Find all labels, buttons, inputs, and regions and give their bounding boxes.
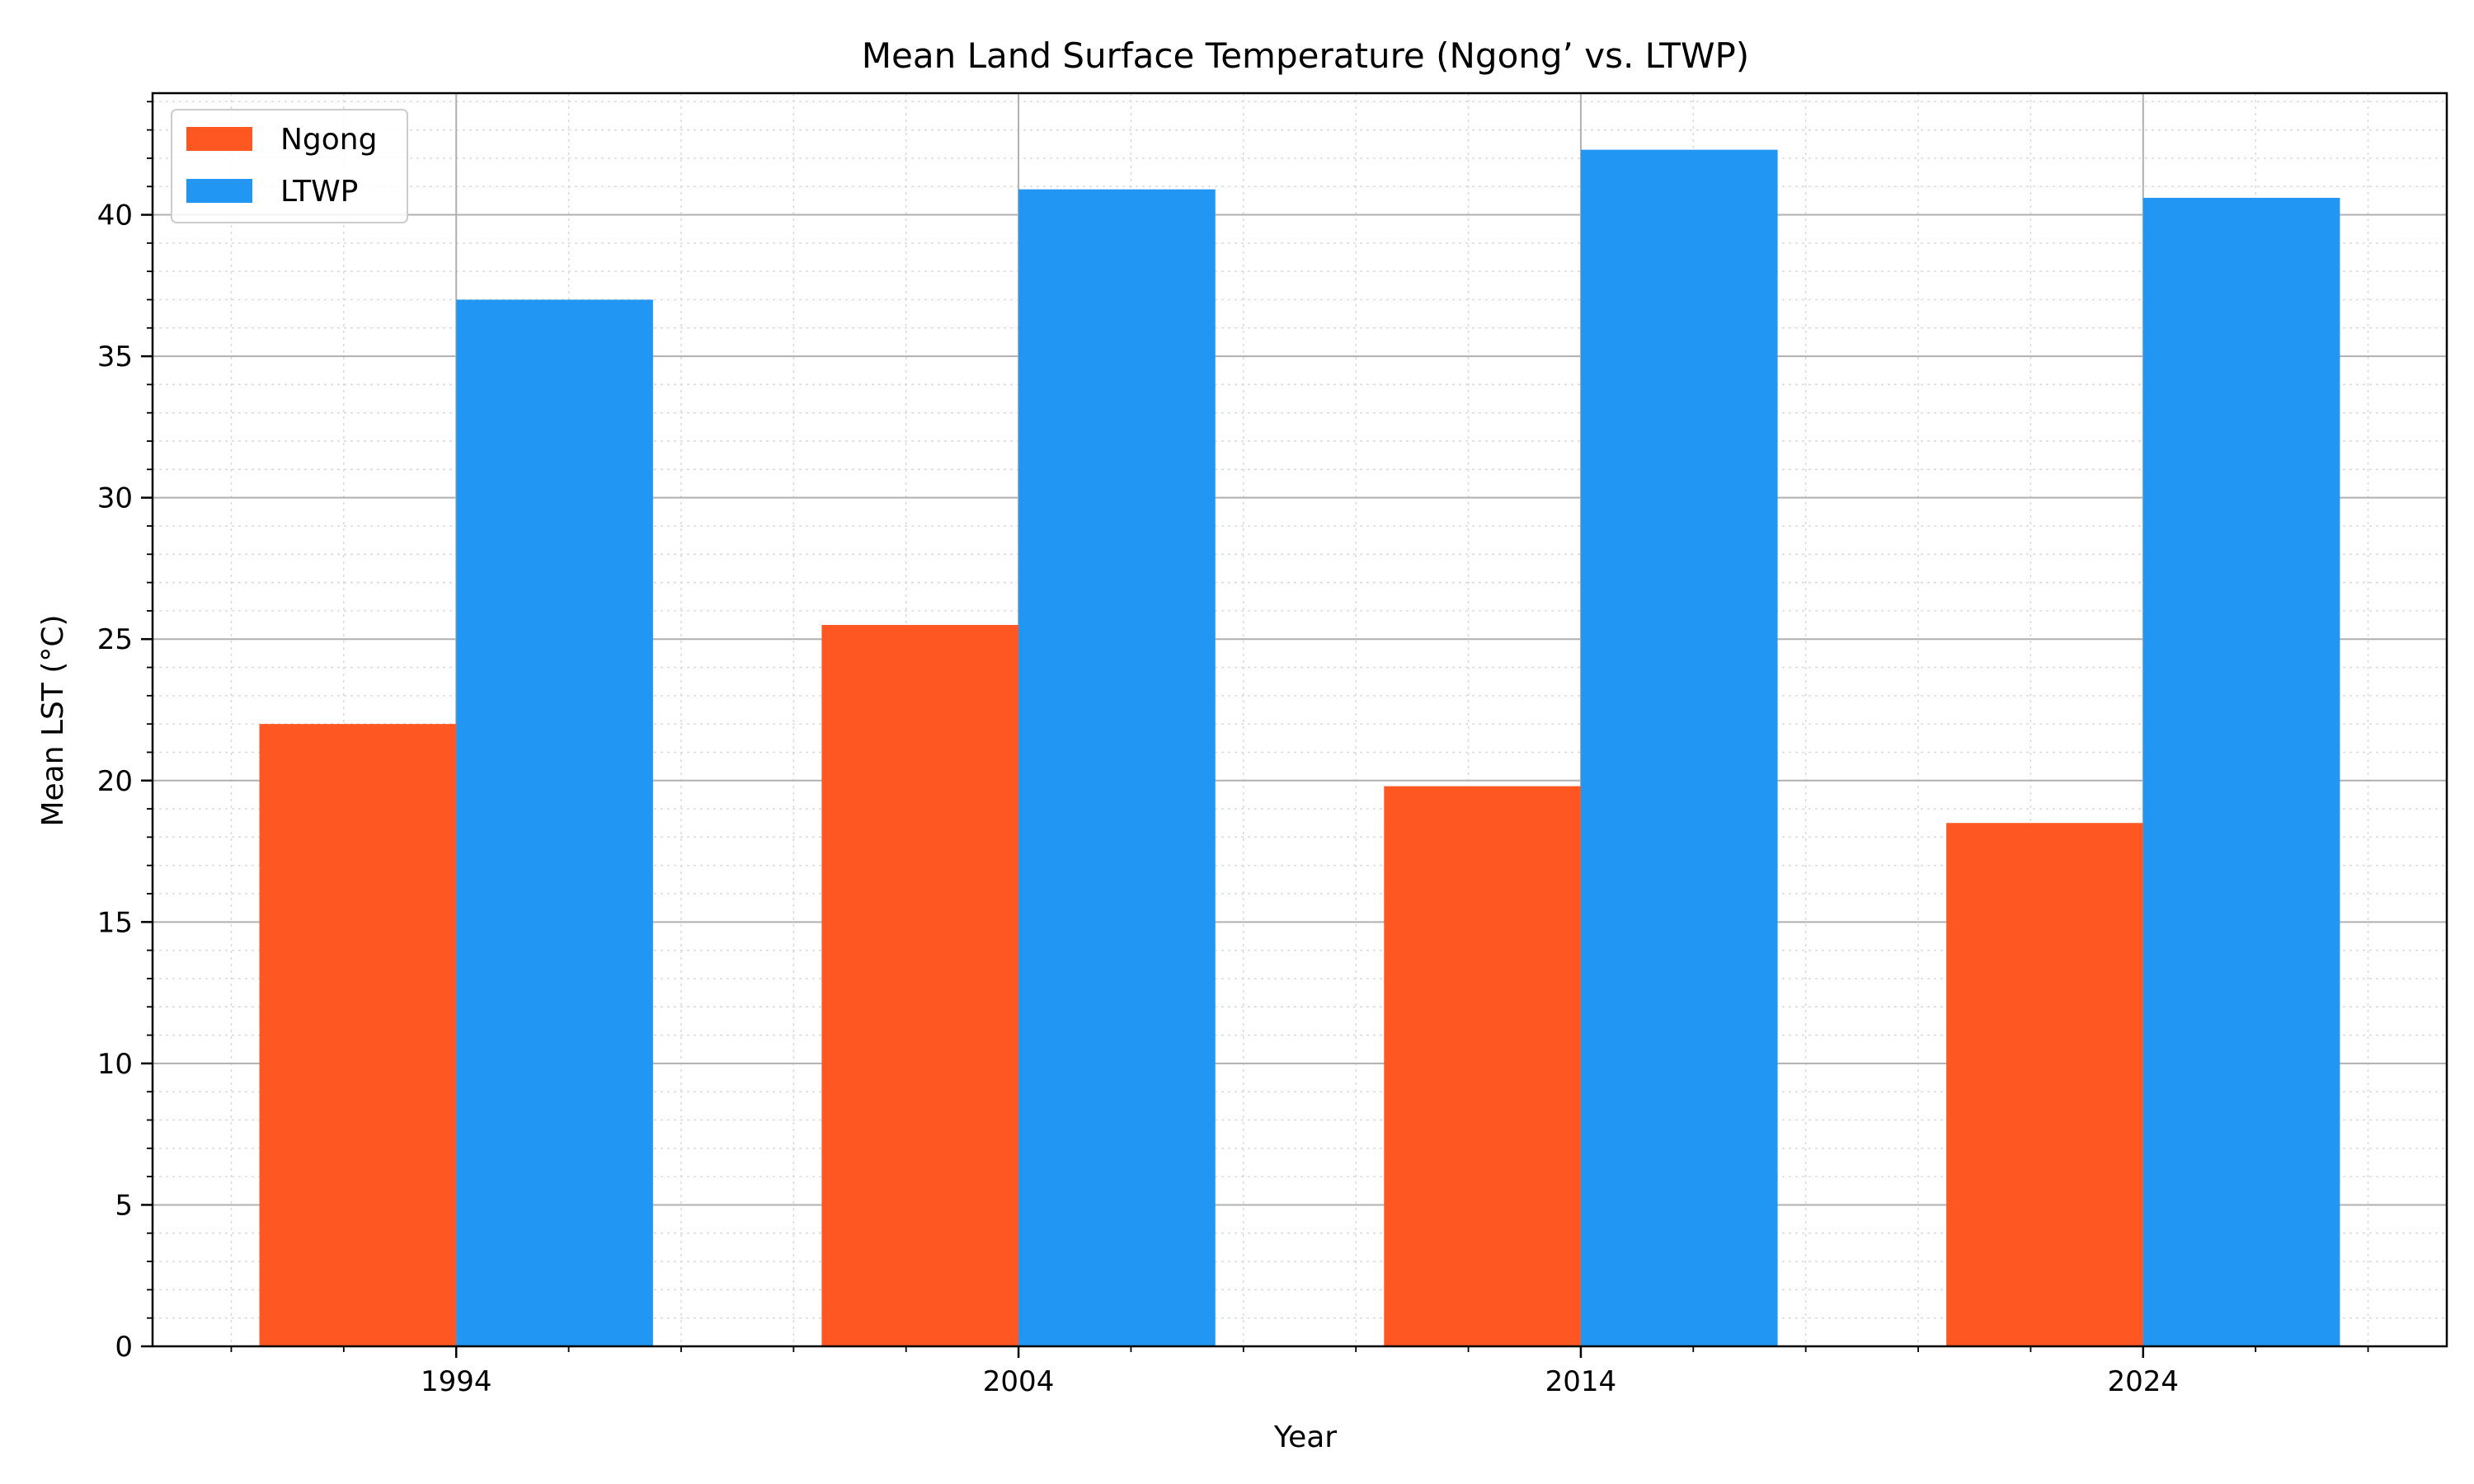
x-axis-label: Year <box>1273 1421 1337 1454</box>
legend-swatch-ltwp <box>186 179 252 203</box>
y-tick-label: 40 <box>97 200 133 232</box>
y-tick-label: 5 <box>115 1189 133 1222</box>
bar-ngong-2004 <box>821 625 1019 1346</box>
y-tick-label: 30 <box>97 482 133 515</box>
bar-ltwp-1994 <box>456 299 653 1347</box>
y-axis-label: Mean LST (°C) <box>36 614 70 826</box>
legend-label-ngong: Ngong <box>280 123 377 157</box>
bar-ngong-1994 <box>259 724 457 1346</box>
y-tick-label: 0 <box>115 1331 133 1364</box>
legend-swatch-ngong <box>186 127 252 151</box>
x-tick-label: 2014 <box>1545 1365 1617 1398</box>
legend: Ngong LTWP <box>171 109 408 223</box>
bars <box>259 149 2340 1347</box>
x-tick-label: 2024 <box>2108 1365 2180 1398</box>
x-tick-label: 2004 <box>983 1365 1055 1398</box>
y-tick-label: 15 <box>97 906 133 939</box>
bar-ltwp-2004 <box>1018 189 1216 1346</box>
chart-title: Mean Land Surface Temperature (Ngong’ vs… <box>862 35 1749 76</box>
y-tick-label: 20 <box>97 765 133 798</box>
bar-ltwp-2024 <box>2142 197 2340 1346</box>
y-tick-label: 10 <box>97 1048 133 1081</box>
bar-ltwp-2014 <box>1580 149 1778 1346</box>
ticks: 0 5 10 15 20 25 30 35 40 1994 2004 2014 2024 <box>97 101 2369 1398</box>
plot-frame <box>151 92 2448 1348</box>
legend-label-ltwp: LTWP <box>280 175 358 209</box>
bar-ngong-2014 <box>1384 786 1581 1346</box>
y-tick-label: 25 <box>97 623 133 656</box>
x-tick-label: 1994 <box>421 1365 492 1398</box>
y-tick-label: 35 <box>97 340 133 373</box>
bar-ngong-2024 <box>1946 823 2143 1346</box>
